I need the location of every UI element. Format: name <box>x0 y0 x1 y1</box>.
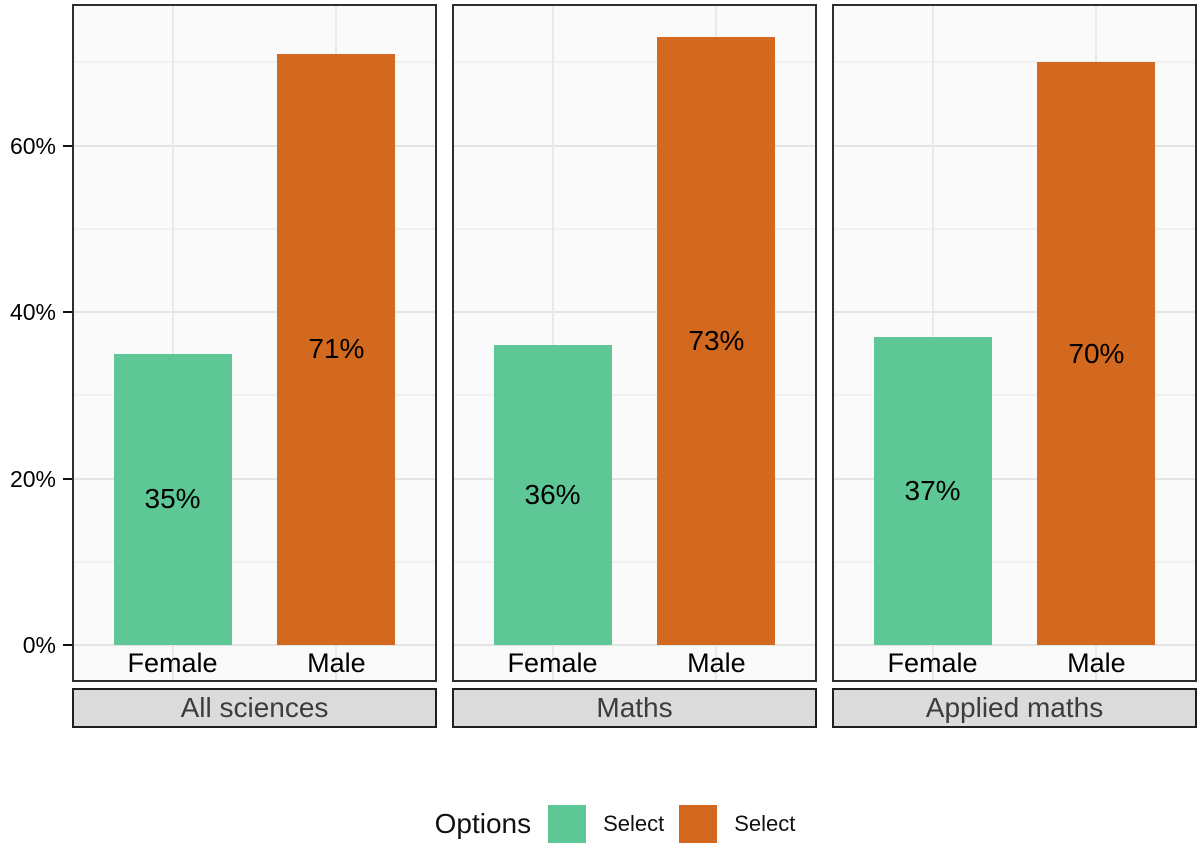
category-label-female: Female <box>887 648 978 678</box>
bar-male: 71% <box>277 53 396 645</box>
minor-gridline <box>834 61 1195 64</box>
y-tick-label: 20% <box>9 465 56 492</box>
major-gridline <box>74 644 435 646</box>
major-gridline <box>454 644 815 646</box>
panel-plot-area: 36% Female 73% Male <box>454 6 815 680</box>
major-gridline <box>74 144 435 147</box>
category-gridline <box>171 6 174 680</box>
bar-female: 37% <box>873 336 992 645</box>
category-label-male: Male <box>307 648 366 678</box>
y-tick-mark <box>63 311 72 313</box>
bar-male: 70% <box>1037 62 1156 645</box>
legend-item: Select <box>548 805 664 843</box>
minor-gridline <box>454 560 815 563</box>
major-gridline <box>74 311 435 313</box>
bar-value-label: 70% <box>1068 337 1125 369</box>
major-gridline <box>834 311 1195 313</box>
facet-strip: All sciences <box>72 688 437 728</box>
facet-strip: Applied maths <box>832 688 1197 728</box>
y-tick-label: 40% <box>9 299 56 325</box>
major-gridline <box>834 144 1195 147</box>
facet-panel: 37% Female 70% Male <box>832 4 1197 682</box>
minor-gridline <box>74 394 435 397</box>
major-gridline <box>454 144 815 147</box>
legend: Options Select Select <box>0 800 1200 848</box>
bar-value-label: 71% <box>308 333 365 365</box>
minor-gridline <box>74 227 435 230</box>
bar-value-label: 35% <box>144 483 201 515</box>
minor-gridline <box>74 61 435 64</box>
major-gridline <box>834 477 1195 480</box>
minor-gridline <box>454 227 815 230</box>
y-tick-mark <box>63 644 72 646</box>
bar-female: 35% <box>113 353 232 645</box>
category-label-female: Female <box>507 648 598 678</box>
category-label-male: Male <box>687 648 746 678</box>
bar-male: 73% <box>657 37 776 645</box>
major-gridline <box>454 311 815 313</box>
legend-item-label: Select <box>734 811 796 836</box>
category-label-female: Female <box>127 648 218 678</box>
minor-gridline <box>454 394 815 397</box>
facet-panel: 35% Female 71% Male <box>72 4 437 682</box>
minor-gridline <box>834 394 1195 397</box>
minor-gridline <box>74 560 435 563</box>
major-gridline <box>74 477 435 480</box>
legend-items: Select Select <box>548 805 810 843</box>
legend-swatch-orange <box>679 805 718 843</box>
minor-gridline <box>454 61 815 64</box>
panel-plot-area: 37% Female 70% Male <box>834 6 1195 680</box>
bar-value-label: 37% <box>904 474 961 506</box>
category-gridline <box>551 6 554 680</box>
bar-female: 36% <box>493 345 612 645</box>
legend-item-label: Select <box>603 811 665 836</box>
facet-strip: Maths <box>452 688 817 728</box>
facet-panel: 36% Female 73% Male <box>452 4 817 682</box>
y-tick-mark <box>63 144 72 147</box>
bar-value-label: 36% <box>524 479 581 511</box>
y-tick-label: 60% <box>9 132 56 159</box>
major-gridline <box>834 644 1195 646</box>
major-gridline <box>454 477 815 480</box>
legend-item: Select <box>679 805 795 843</box>
legend-swatch-green <box>548 805 587 843</box>
panel-plot-area: 35% Female 71% Male <box>74 6 435 680</box>
category-label-male: Male <box>1067 648 1126 678</box>
bar-value-label: 73% <box>688 325 745 357</box>
y-tick-label: 0% <box>22 632 56 658</box>
legend-title: Options <box>434 808 532 839</box>
y-tick-mark <box>63 477 72 480</box>
minor-gridline <box>834 560 1195 563</box>
minor-gridline <box>834 227 1195 230</box>
